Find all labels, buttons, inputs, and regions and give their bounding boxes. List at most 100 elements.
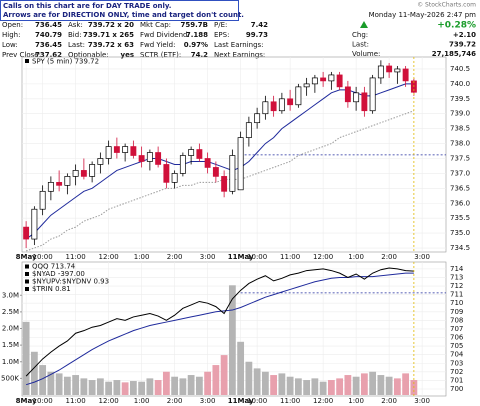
- x-tick-label: 2:00: [167, 397, 183, 405]
- volume-bar: [204, 371, 212, 395]
- y-tick-label: 736.0: [450, 199, 470, 207]
- header-label: Fwd Dividend:: [140, 31, 190, 39]
- legend-swatch: [25, 59, 29, 63]
- volume-bar: [187, 375, 195, 395]
- volume-bar: [63, 376, 71, 395]
- volume-bar: [171, 376, 179, 395]
- x-tick-label: 2:00: [381, 253, 397, 261]
- legend-swatch: [25, 287, 29, 291]
- header-value: 27,185,746: [432, 50, 476, 58]
- candle-body: [212, 167, 219, 177]
- candle-body: [39, 190, 46, 210]
- candle-body: [369, 77, 376, 112]
- x-tick-label: 8May: [16, 397, 37, 405]
- volume-bar: [30, 351, 38, 395]
- x-tick-label: 8May: [16, 253, 37, 261]
- volume-bar: [113, 380, 121, 395]
- volume-bar: [121, 382, 129, 395]
- volume-bar: [336, 378, 344, 395]
- volume-bar: [245, 361, 253, 395]
- candle-body: [163, 164, 170, 183]
- volume-bar: [138, 381, 146, 395]
- y-tick-label: 714: [450, 265, 464, 273]
- up-arrow: [360, 21, 368, 28]
- candle-body: [353, 92, 360, 103]
- y-tick-label: 713: [450, 273, 463, 281]
- candle-body: [320, 77, 327, 82]
- x-tick-label: 10:00: [247, 253, 267, 261]
- candle-body: [155, 152, 162, 165]
- candle-body: [196, 149, 203, 159]
- y2-tick-label: 2.5M: [2, 308, 19, 316]
- x-tick-label: 2:00: [381, 397, 397, 405]
- volume-bar: [270, 375, 278, 395]
- volume-bar: [294, 378, 302, 395]
- x-tick-label: 12:00: [99, 253, 119, 261]
- volume-bar: [39, 365, 47, 395]
- candle-body: [237, 137, 244, 191]
- y-tick-label: 702: [450, 368, 463, 376]
- y-tick-label: 703: [450, 359, 463, 367]
- timestamp: Monday 11-May-2026 2:47 pm: [369, 11, 477, 19]
- header-value: 740.79: [35, 31, 62, 39]
- header-value: 739.72 x 20: [88, 21, 134, 29]
- header-label: Chg:: [352, 31, 368, 39]
- x-tick-label: 11:00: [280, 397, 300, 405]
- y-tick-label: 734.5: [450, 244, 470, 252]
- x-tick-label: 12:00: [313, 397, 333, 405]
- volume-bar: [88, 380, 96, 395]
- y-tick-label: 710: [450, 299, 463, 307]
- header-label: Last Earnings:: [214, 41, 264, 49]
- price-line: [25, 267, 414, 377]
- x-tick-label: 11:00: [280, 253, 300, 261]
- x-tick-label: 11May: [228, 397, 254, 405]
- y-tick-label: 709: [450, 308, 463, 316]
- volume-bar: [385, 376, 393, 395]
- header-value: 759.7B: [181, 21, 208, 29]
- header-label: P/E:: [214, 21, 227, 29]
- candle-body: [303, 83, 310, 88]
- candle-body: [361, 92, 368, 112]
- y-tick-label: 736.5: [450, 184, 470, 192]
- y-tick-label: 740.0: [450, 80, 470, 88]
- candle-body: [402, 68, 409, 82]
- y-tick-label: 739.5: [450, 95, 470, 103]
- volume-bar: [253, 368, 261, 395]
- moving-average: [25, 110, 415, 252]
- x-tick-label: 11May: [228, 253, 254, 261]
- header-value: 7.188: [186, 31, 208, 39]
- candle-body: [311, 77, 318, 85]
- header-value: +2.10: [453, 31, 476, 39]
- candle-body: [138, 155, 145, 162]
- header-value: 737.62: [35, 51, 62, 59]
- volume-bar: [179, 378, 187, 395]
- header-label: SCTR (ETF):: [140, 51, 181, 59]
- volume-bar: [369, 371, 377, 395]
- candle-body: [179, 155, 186, 174]
- legend-text: SPY (5 min) 739.72: [32, 58, 99, 66]
- volume-bar: [311, 378, 319, 395]
- header-label: Optionable:: [68, 51, 109, 59]
- x-tick-label: 12:00: [99, 397, 119, 405]
- candle-body: [56, 182, 63, 186]
- candle-body: [146, 152, 153, 162]
- candle-body: [64, 176, 71, 186]
- volume-bar: [286, 376, 294, 395]
- header-label: High:: [2, 31, 20, 39]
- header-label: Bid:: [68, 31, 82, 39]
- x-tick-label: 1:00: [134, 253, 150, 261]
- y2-tick-label: 1.0M: [2, 358, 19, 366]
- legend-swatch: [25, 272, 29, 276]
- candle-body: [377, 65, 384, 79]
- x-tick-label: 2:00: [167, 253, 183, 261]
- y-tick-label: 704: [450, 351, 464, 359]
- x-tick-label: 3:00: [414, 397, 430, 405]
- volume-bar: [105, 381, 113, 395]
- candle-body: [254, 113, 261, 124]
- candle-body: [97, 158, 104, 165]
- candle-body: [270, 101, 277, 112]
- note-text: Arrows are for DIRECTION ONLY, time and …: [3, 11, 244, 19]
- candle-body: [221, 176, 228, 192]
- header-label: Prev Close:: [2, 51, 41, 59]
- candle-body: [113, 146, 120, 153]
